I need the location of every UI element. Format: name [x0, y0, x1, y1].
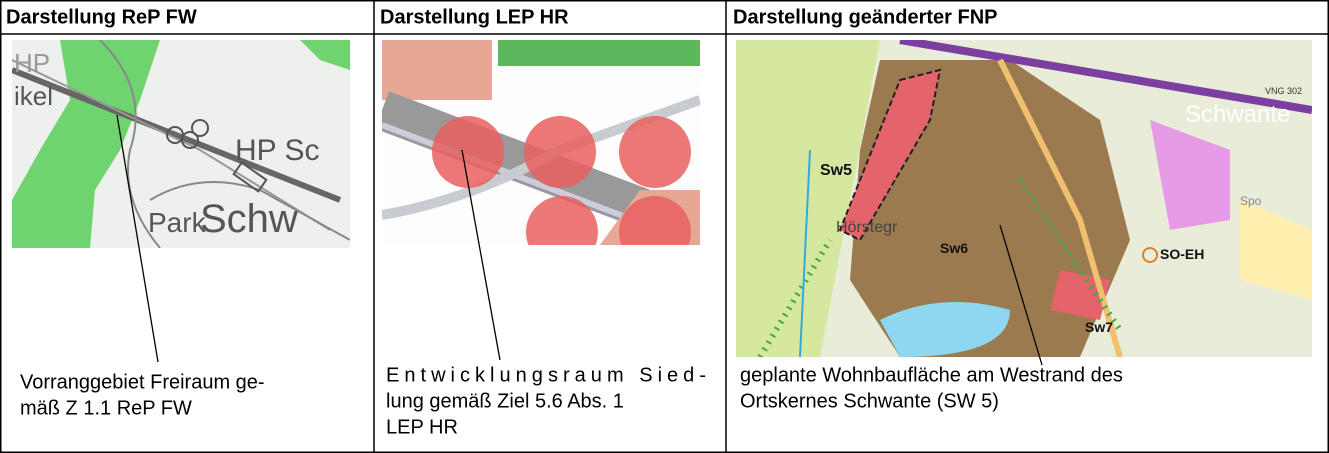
caption-line: mäß Z 1.1 ReP FW [20, 397, 192, 419]
map-label: HP [14, 48, 50, 78]
column-header: Darstellung ReP FW [6, 6, 197, 28]
map-label: Sw7 [1085, 319, 1113, 335]
column-header: Darstellung LEP HR [380, 6, 569, 28]
map-label: Sw5 [820, 162, 852, 179]
caption-line: lung gemäß Ziel 5.6 Abs. 1 [386, 390, 624, 412]
caption-line: Entwicklungsraum Sied- [386, 364, 706, 386]
caption-line: geplante Wohnbaufläche am Westrand des [740, 364, 1123, 386]
map-label: Sw6 [940, 240, 968, 256]
map-label: Schw [200, 197, 298, 241]
caption-line: Ortskernes Schwante (SW 5) [740, 390, 999, 412]
map-fnp [736, 40, 1312, 357]
map-label: VNG 302 [1265, 86, 1302, 96]
map-label: ikel [14, 81, 53, 111]
caption-line: LEP HR [386, 416, 458, 438]
document-page: Darstellung ReP FW Darstellung LEP HR Dars… [0, 0, 1329, 453]
map-label: Park [148, 207, 207, 238]
map-label: Schwante [1185, 101, 1290, 128]
map-label: HP Sc [235, 134, 319, 167]
caption-line: Vorranggebiet Freiraum ge- [20, 371, 265, 393]
map-label: SO-EH [1160, 246, 1204, 262]
map-lep-hr [382, 40, 700, 268]
map-label: Hörstegr [836, 219, 898, 236]
map-label: Spo [1240, 194, 1262, 208]
column-header: Darstellung geänderter FNP [733, 6, 998, 28]
